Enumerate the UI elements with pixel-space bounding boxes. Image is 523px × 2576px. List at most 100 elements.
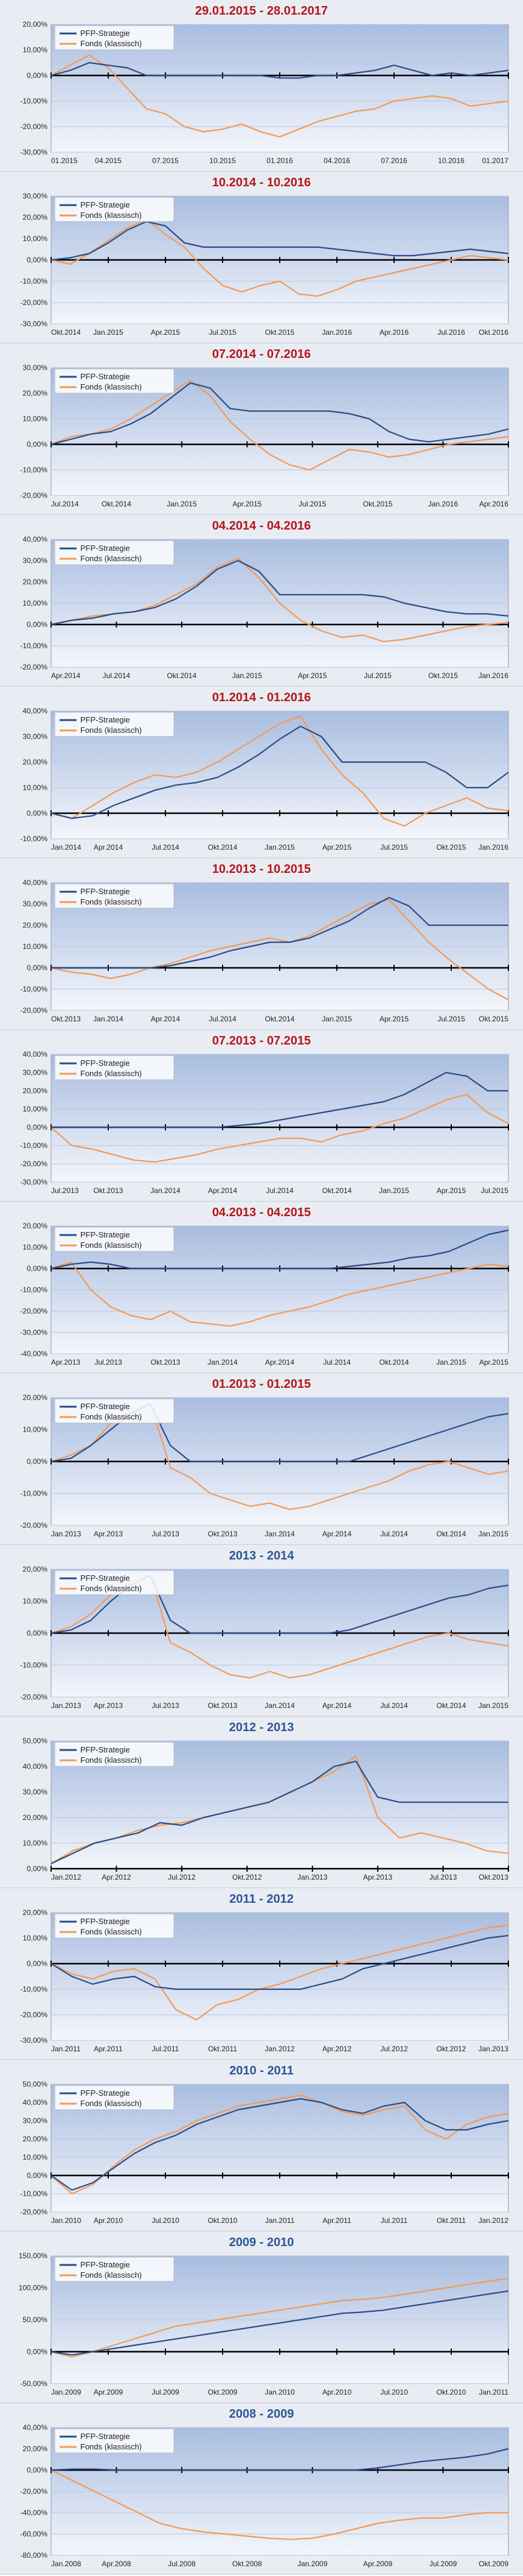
x-tick-label: Okt.2012 xyxy=(232,1873,262,1881)
x-tick-label: Apr.2014 xyxy=(322,1701,352,1710)
x-tick-label: 01.2016 xyxy=(266,156,293,165)
x-tick-label: Okt.2015 xyxy=(428,671,458,680)
chart-svg: 07.2014 - 07.2016 30,00% 20,00% 10,00% 0,00%… xyxy=(20,348,509,508)
x-tick-label: Apr.2014 xyxy=(151,1015,180,1023)
y-tick-label: 20,00% xyxy=(23,1222,47,1230)
y-tick-label: -60,00% xyxy=(20,2530,47,2538)
legend-label: Fonds (klassisch) xyxy=(80,2099,142,2108)
y-tick-label: 10,00% xyxy=(23,234,47,243)
x-tick-label: Okt.2015 xyxy=(437,843,466,852)
y-tick-label: -10,00% xyxy=(20,2189,47,2198)
x-tick-label: Apr.2014 xyxy=(322,1530,352,1538)
x-tick-label: Jul.2011 xyxy=(381,2216,408,2225)
series-line-strategy xyxy=(50,382,509,446)
y-tick-label: 20,00% xyxy=(23,389,47,397)
y-tick-label: -20,00% xyxy=(20,2487,47,2496)
series-line-strategy xyxy=(50,1934,509,1990)
y-tick-label: -30,00% xyxy=(20,148,47,156)
y-tick-label: 40,00% xyxy=(23,2423,47,2432)
x-tick-label: Apr.2015 xyxy=(437,1186,466,1195)
x-tick-label: Jul.2008 xyxy=(168,2560,196,2568)
y-tick-label: -20,00% xyxy=(20,1693,47,1701)
x-tick-label: Okt.2014 xyxy=(51,328,81,337)
x-tick-label: Jan.2016 xyxy=(322,328,352,337)
y-tick-label: 20,00% xyxy=(23,20,47,29)
y-tick-label: 20,00% xyxy=(23,758,47,766)
y-tick-label: -10,00% xyxy=(20,277,47,285)
x-tick-label: Apr.2016 xyxy=(379,328,409,337)
chart-svg: 2012 - 2013 50,00% 40,00% 30,00% 20,00% 10,00… xyxy=(23,1721,509,1881)
x-tick-label: Jul.2009 xyxy=(151,2388,179,2396)
series-line-fund xyxy=(50,2469,508,2540)
y-tick-label: 0,00% xyxy=(27,620,47,629)
y-tick-label: 20,00% xyxy=(23,1393,47,1402)
chart-panel: 04.2014 - 04.2016 40,00% 30,00% 20,00% 10,00… xyxy=(0,515,523,687)
y-tick-label: 20,00% xyxy=(23,1813,47,1822)
y-tick-label: -30,00% xyxy=(20,1178,47,1186)
x-tick-label: Apr.2015 xyxy=(232,500,262,508)
legend-box xyxy=(54,1398,175,1424)
chart-title: 2012 - 2013 xyxy=(229,1721,294,1734)
series-line-strategy xyxy=(50,61,509,79)
y-tick-label: 30,00% xyxy=(23,1788,47,1796)
y-tick-label: 20,00% xyxy=(23,213,47,222)
chart-title: 2008 - 2009 xyxy=(229,2407,294,2421)
x-tick-label: Jul.2011 xyxy=(152,2045,179,2053)
series-line-strategy xyxy=(50,1229,509,1270)
y-tick-label: -10,00% xyxy=(20,1489,47,1498)
x-tick-label: Jan.2015 xyxy=(93,328,123,337)
legend-box xyxy=(54,1227,175,1252)
chart-panel: 10.2014 - 10.2016 30,00% 20,00% 10,00% 0,00%… xyxy=(0,172,523,343)
x-tick-label: Okt.2014 xyxy=(265,1015,295,1023)
chart-svg: 01.2013 - 01.2015 20,00% 10,00% 0,00% -10,00… xyxy=(20,1377,509,1538)
y-tick-label: -20,00% xyxy=(20,491,47,500)
x-tick-label: Jan.2009 xyxy=(51,2388,81,2396)
x-tick-label: Jan.2015 xyxy=(167,500,197,508)
legend-box xyxy=(54,1741,175,1767)
legend-label: PFP-Strategie xyxy=(80,887,130,896)
x-tick-label: Apr.2010 xyxy=(94,2216,123,2225)
x-tick-label: Okt.2014 xyxy=(322,1186,352,1195)
series-line-fund xyxy=(50,1924,509,2021)
x-tick-label: Jan.2014 xyxy=(265,1701,295,1710)
x-tick-label: Jan.2015 xyxy=(479,1701,509,1710)
x-tick-label: Jan.2014 xyxy=(265,1530,295,1538)
legend-label: PFP-Strategie xyxy=(80,715,130,724)
x-tick-label: Jan.2016 xyxy=(479,843,509,852)
x-tick-label: Jan.2016 xyxy=(428,500,459,508)
y-tick-label: 10,00% xyxy=(23,1105,47,1113)
y-tick-label: -10,00% xyxy=(20,1286,47,1294)
legend-label: PFP-Strategie xyxy=(80,1059,130,1068)
y-tick-label: 0,00% xyxy=(27,1264,47,1273)
y-tick-label: 40,00% xyxy=(23,1050,47,1059)
y-tick-label: -10,00% xyxy=(20,1141,47,1150)
x-tick-label: Okt.2010 xyxy=(208,2216,238,2225)
legend-box xyxy=(54,1570,175,1595)
series-line-strategy xyxy=(50,220,509,261)
chart-panel: 2013 - 2014 20,00% 10,00% 0,00% -10,00% -20,0… xyxy=(0,1545,523,1717)
y-tick-label: 0,00% xyxy=(27,256,47,264)
x-tick-label: Okt.2009 xyxy=(479,2560,508,2568)
x-tick-label: Jul.2014 xyxy=(103,671,131,680)
y-tick-label: 100,00% xyxy=(19,2284,48,2292)
legend-box xyxy=(54,540,175,565)
x-tick-label: Apr.2011 xyxy=(94,2045,122,2053)
x-tick-label: Jul.2014 xyxy=(380,1701,408,1710)
x-tick-label: Jul.2014 xyxy=(323,1358,351,1367)
x-tick-label: Apr.2008 xyxy=(102,2560,131,2568)
x-tick-label: Apr.2014 xyxy=(94,843,123,852)
y-tick-label: 40,00% xyxy=(23,2098,47,2107)
x-tick-label: Apr.2015 xyxy=(151,328,180,337)
x-tick-label: Okt.2016 xyxy=(479,328,508,337)
legend-label: PFP-Strategie xyxy=(80,29,130,38)
y-tick-label: -10,00% xyxy=(20,1985,47,1993)
y-tick-label: 10,00% xyxy=(23,2153,47,2161)
x-tick-label: Okt.2014 xyxy=(102,500,131,508)
chart-panel: 01.2013 - 01.2015 20,00% 10,00% 0,00% -10,00… xyxy=(0,1373,523,1545)
series-line-strategy xyxy=(51,1071,508,1129)
x-tick-label: Jul.2013 xyxy=(94,1358,122,1367)
chart-title: 2011 - 2012 xyxy=(229,1892,294,1906)
